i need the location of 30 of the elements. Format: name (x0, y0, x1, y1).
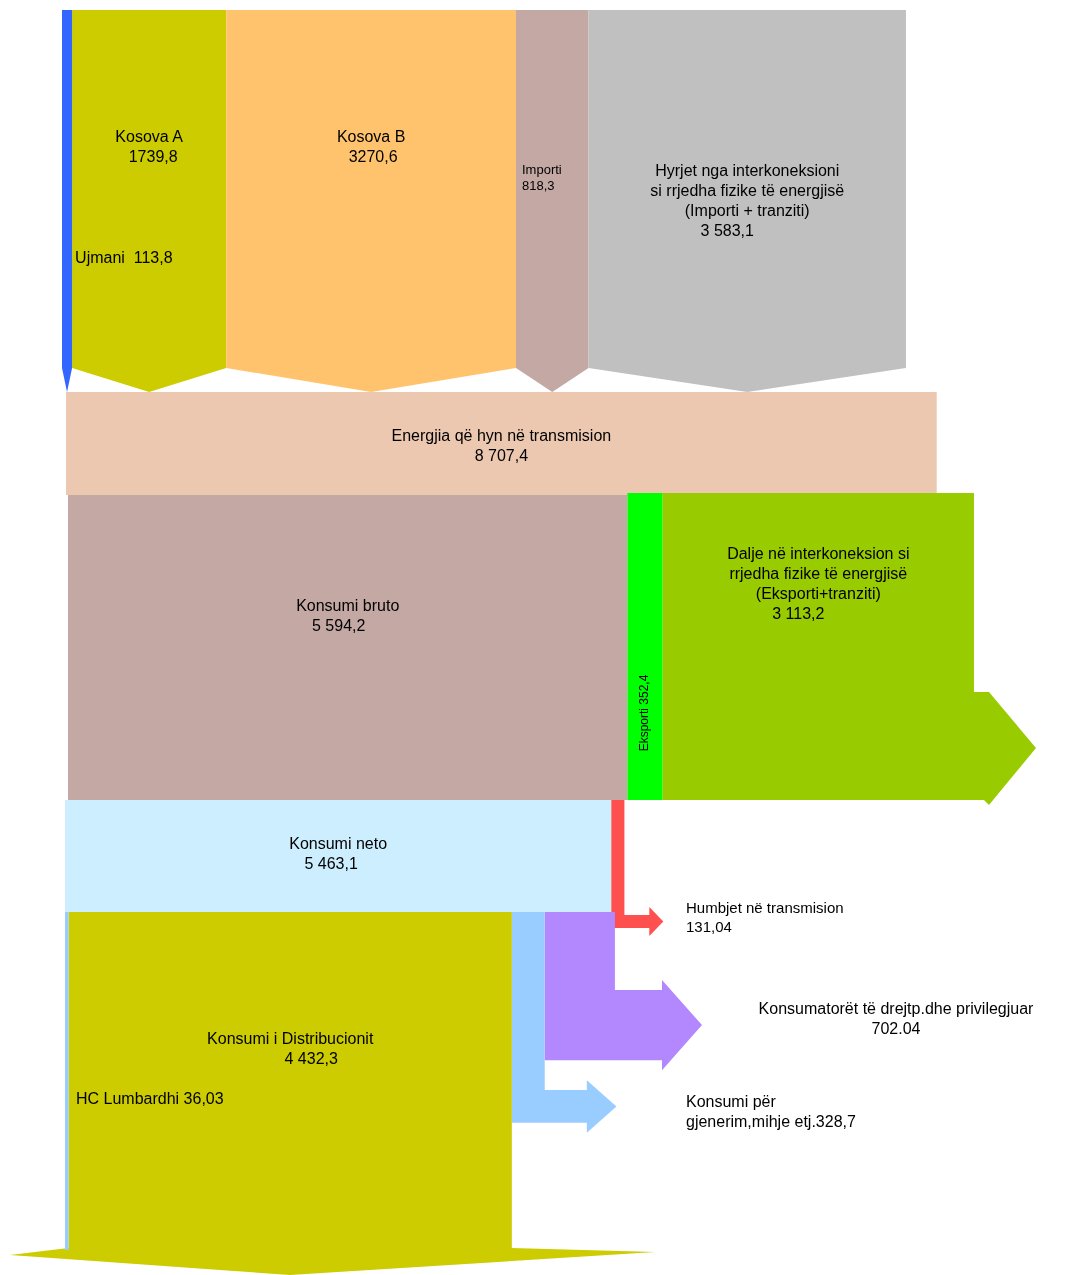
category-label: HC Lumbardhi (76, 1090, 180, 1108)
data-label: 8 707,4 (474, 447, 529, 465)
data-label: 352,4 (637, 674, 652, 705)
data-label: 3 113,2 (772, 605, 825, 623)
data-label: 818,3 (522, 177, 555, 193)
category-label: Importi (522, 161, 562, 177)
category-label: Hyrjet nga interkoneksioni si rrjedha fizike të energjisë (Importi + tranziti) (650, 162, 845, 220)
category-label: Konsumatorët të drejtp.dhe privilegjuar (758, 1000, 1035, 1018)
data-label: 5 594,2 (312, 617, 366, 635)
data-label: 5 463,1 (304, 855, 358, 873)
category-label: Eksporti (637, 708, 652, 752)
data-label: 4 432,3 (284, 1050, 339, 1068)
category-label: Konsumi i Distribucionit (207, 1030, 374, 1048)
data-label: 702.04 (871, 1020, 921, 1038)
data-label: 1739,8 (128, 148, 178, 166)
data-label: 131,04 (686, 917, 732, 935)
category-label: Kosova A (115, 128, 184, 146)
category-label: Kosova B (336, 128, 406, 146)
data-label: 328,7 (815, 1113, 856, 1131)
category-label: Ujmani (75, 249, 125, 267)
category-label: Konsumi bruto (296, 597, 400, 615)
category-label: Energjia që hyn në transmision (391, 427, 612, 445)
category-label: Konsumi neto (289, 835, 388, 853)
data-label: 36,03 (183, 1090, 224, 1108)
category-label: Konsumi për gjenerim,mihje etj. (686, 1093, 816, 1131)
category-label: Humbjet në transmision (686, 899, 844, 917)
data-label: 3 583,1 (700, 222, 755, 240)
data-label: 3270,6 (348, 148, 398, 166)
category-label: Dalje në interkoneksion si rrjedha fizike të energjisë (Eksporti+tranziti) (727, 545, 910, 603)
data-label: 113,8 (133, 249, 173, 267)
